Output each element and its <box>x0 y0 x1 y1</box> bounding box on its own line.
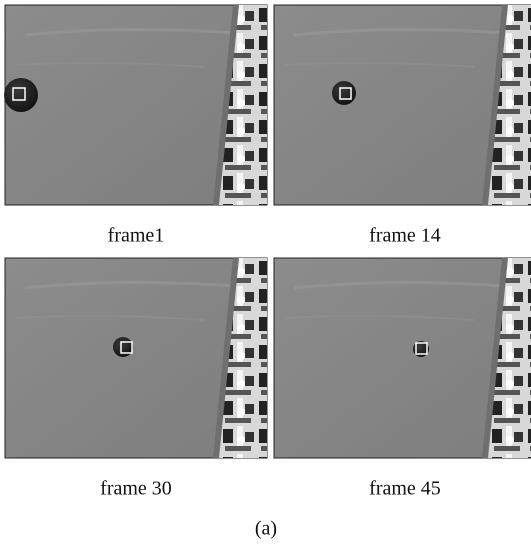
figure-label: (a) <box>255 518 277 540</box>
ball <box>332 81 356 105</box>
ball <box>4 78 38 112</box>
panel <box>5 258 267 458</box>
ball <box>113 337 133 357</box>
caption: frame 45 <box>369 478 441 500</box>
caption: frame 30 <box>100 478 172 500</box>
caption: frame1 <box>108 225 165 247</box>
panel <box>4 5 267 205</box>
caption: frame 14 <box>369 225 441 247</box>
panel <box>274 258 531 458</box>
figure: frame1 frame 14 frame 30 frame 45 (a) <box>0 0 531 545</box>
panel <box>274 5 531 205</box>
